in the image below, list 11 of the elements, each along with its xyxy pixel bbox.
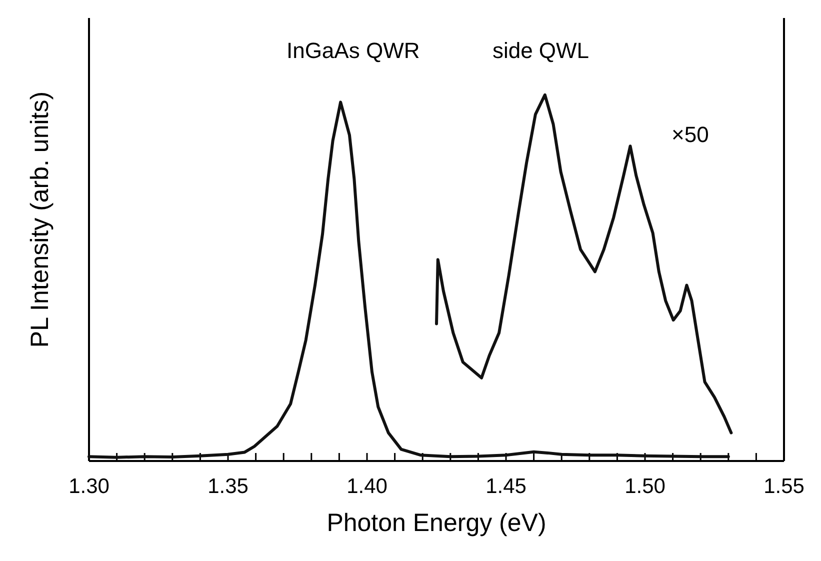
text: side QWL: [492, 38, 590, 63]
y-axis-title: PL Intensity (arb. units): [26, 91, 54, 348]
text: InGaAs QWR: [286, 38, 420, 63]
annotation: ×50: [672, 122, 709, 148]
x-tick-label: 1.55: [764, 475, 804, 498]
x-tick-label: 1.30: [68, 475, 110, 498]
x-axis-title: Photon Energy (eV): [326, 509, 546, 537]
x-tick-label: 1.40: [346, 475, 388, 498]
x-tick-label: 1.35: [208, 475, 248, 498]
x-tick-label: 1.45: [486, 475, 526, 498]
x-tick-label: 1.50: [624, 475, 666, 498]
